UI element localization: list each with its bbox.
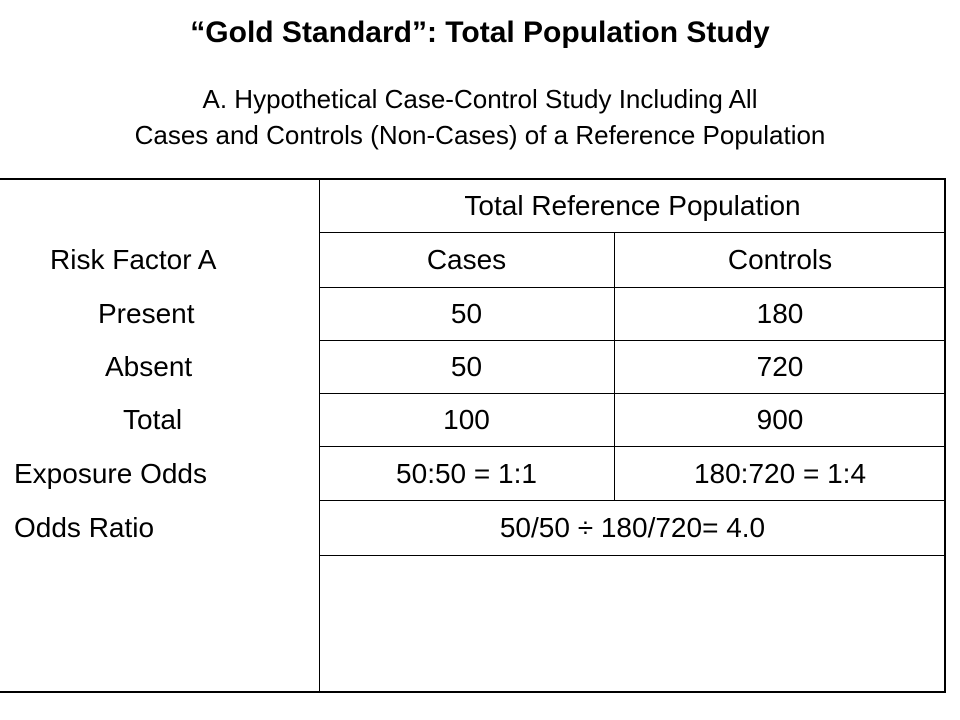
row-label-exposure-odds: Exposure Odds — [14, 458, 207, 489]
cell-total-cases: 100 — [443, 404, 490, 435]
slide-title: “Gold Standard”: Total Population Study — [190, 16, 770, 49]
column-header-cases: Cases — [426, 244, 507, 275]
cell-present-controls: 180 — [756, 298, 804, 329]
cell-present-cases: 50 — [450, 298, 483, 329]
table-divider-left — [319, 178, 320, 693]
group-header: Total Reference Population — [464, 190, 801, 221]
table-rule — [319, 232, 946, 233]
cell-odds-ratio-value: 50/50 ÷ 180/720= 4.0 — [499, 512, 766, 543]
row-header: Risk Factor A — [50, 244, 217, 275]
row-label-odds-ratio: Odds Ratio — [14, 512, 155, 543]
cell-absent-cases: 50 — [450, 351, 483, 382]
table-rule — [319, 393, 946, 394]
subtitle-line-1: A. Hypothetical Case-Control Study Inclu… — [202, 84, 758, 114]
table-rule — [319, 446, 946, 447]
table-rule — [319, 555, 946, 556]
subtitle-line-2: Cases and Controls (Non-Cases) of a Refe… — [134, 120, 826, 150]
population-table — [0, 178, 946, 693]
row-label-present: Present — [98, 298, 195, 329]
table-rule — [319, 340, 946, 341]
column-header-controls: Controls — [727, 244, 833, 275]
table-rule — [319, 287, 946, 288]
row-label-total: Total — [123, 404, 183, 435]
cell-absent-controls: 720 — [756, 351, 804, 382]
row-label-absent: Absent — [105, 351, 193, 382]
table-divider-middle — [614, 233, 615, 500]
cell-exposure-odds-controls: 180:720 = 1:4 — [693, 458, 867, 489]
cell-exposure-odds-cases: 50:50 = 1:1 — [396, 458, 537, 489]
cell-total-controls: 900 — [756, 404, 804, 435]
table-rule — [319, 500, 946, 501]
